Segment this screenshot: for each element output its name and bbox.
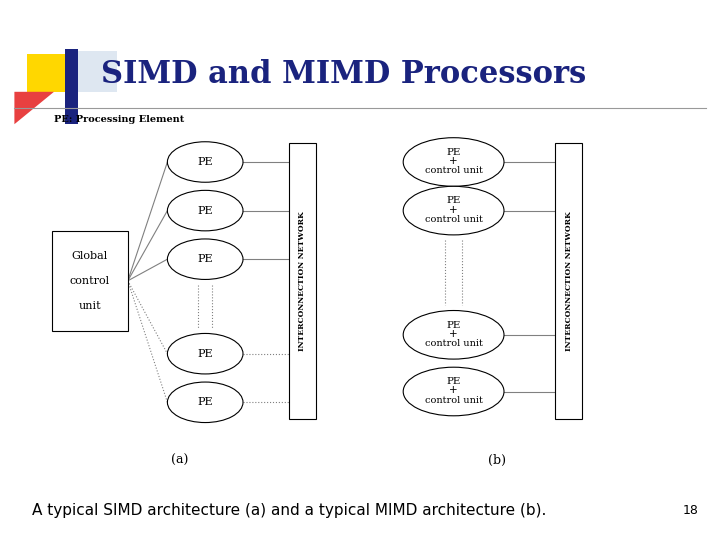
Ellipse shape xyxy=(167,191,243,231)
Ellipse shape xyxy=(167,333,243,374)
Text: control unit: control unit xyxy=(425,166,482,175)
Text: unit: unit xyxy=(78,301,102,311)
Bar xyxy=(289,143,316,418)
Text: control unit: control unit xyxy=(425,215,482,224)
Text: 18: 18 xyxy=(683,504,698,517)
Ellipse shape xyxy=(403,186,504,235)
Bar xyxy=(65,49,78,124)
Text: (a): (a) xyxy=(171,454,189,467)
Text: (b): (b) xyxy=(488,454,505,467)
Text: control unit: control unit xyxy=(425,339,482,348)
Polygon shape xyxy=(14,92,54,124)
Ellipse shape xyxy=(403,367,504,416)
Text: Global: Global xyxy=(72,251,108,261)
Text: PE: PE xyxy=(197,157,213,167)
Text: control unit: control unit xyxy=(425,396,482,404)
Text: PE: PE xyxy=(197,206,213,215)
Text: A typical SIMD architecture (a) and a typical MIMD architecture (b).: A typical SIMD architecture (a) and a ty… xyxy=(32,503,546,518)
Text: PE: PE xyxy=(197,397,213,407)
Text: PE: PE xyxy=(446,197,461,205)
Text: INTERCONNECTION NETWORK: INTERCONNECTION NETWORK xyxy=(564,211,573,350)
Ellipse shape xyxy=(403,310,504,359)
Text: PE: PE xyxy=(197,349,213,359)
Text: +: + xyxy=(449,205,458,214)
Bar xyxy=(53,231,128,330)
Ellipse shape xyxy=(167,382,243,422)
Text: PE: PE xyxy=(446,377,461,386)
Ellipse shape xyxy=(167,141,243,183)
Text: PE: PE xyxy=(197,254,213,264)
Text: PE: PE xyxy=(446,321,461,329)
Polygon shape xyxy=(27,54,68,92)
Bar xyxy=(78,51,117,92)
Ellipse shape xyxy=(167,239,243,280)
Text: control: control xyxy=(70,276,110,286)
Text: INTERCONNECTION NETWORK: INTERCONNECTION NETWORK xyxy=(298,211,307,350)
Text: PE: Processing Element: PE: Processing Element xyxy=(54,116,184,124)
Text: +: + xyxy=(449,156,458,166)
Bar xyxy=(555,143,582,418)
Ellipse shape xyxy=(403,138,504,186)
Text: +: + xyxy=(449,329,458,339)
Text: +: + xyxy=(449,386,458,395)
Text: PE: PE xyxy=(446,148,461,157)
Text: SIMD and MIMD Processors: SIMD and MIMD Processors xyxy=(101,59,586,90)
